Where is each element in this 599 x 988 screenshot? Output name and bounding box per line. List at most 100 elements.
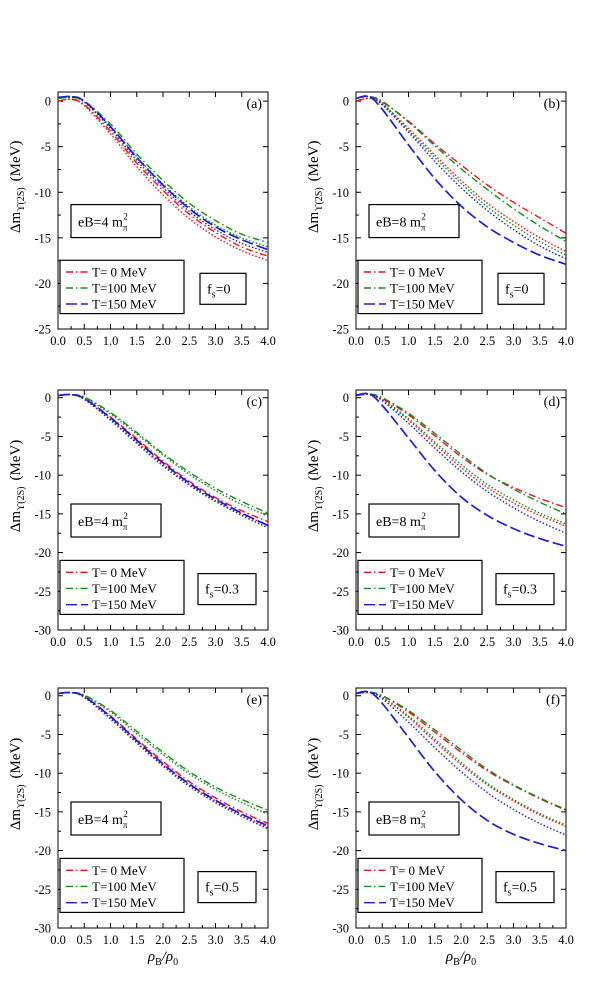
fs-main: f	[207, 282, 212, 297]
eb-text: eB=4 m	[78, 813, 123, 828]
y-tick-label: -20	[34, 277, 51, 291]
chart-panel-2: 0.0 0.5 1.0 1.5 2.0 2.5 3.0 3.5 4.0 0 -5 -10 -15 -20 -…	[8, 389, 276, 649]
legend-label: T=100 MeV	[92, 879, 157, 894]
legend-label: T=150 MeV	[390, 296, 455, 311]
fs-val: =0	[216, 282, 231, 297]
x-tick-label: 4.0	[260, 933, 276, 947]
chart-panel-0: 0.0 0.5 1.0 1.5 2.0 2.5 3.0 3.5 4.0 0 -5 -10 -15 -20 -…	[8, 91, 276, 348]
series-line-red-dotted	[58, 393, 268, 527]
series-line-blue-dotted	[58, 691, 268, 830]
series-line-green-dashdot	[58, 393, 268, 514]
series-line-red-dashdot	[58, 98, 268, 257]
series-line-red-dotted	[356, 97, 566, 253]
legend-box	[59, 559, 185, 616]
x-tick-label: 2.5	[479, 635, 495, 649]
fs-box	[495, 870, 555, 904]
y-axis-label: Δmϒ(2S) (MeV)	[8, 140, 27, 233]
eb-label: eB=8 mπ2	[376, 511, 426, 532]
panel-label: (e)	[246, 693, 262, 708]
legend-label: T=150 MeV	[92, 895, 157, 910]
eb-label: eB=4 mπ2	[78, 212, 128, 233]
x-tick-label: 2.5	[181, 334, 197, 348]
y-tick-label: 0	[343, 391, 349, 405]
x-tick-label: 1.0	[103, 635, 119, 649]
eb-text: eB=8 m	[376, 515, 421, 530]
y-tick-label: -5	[339, 728, 349, 742]
series-line-green-dashdot	[58, 691, 268, 811]
x-tick-label: 2.0	[155, 635, 171, 649]
legend-label: T=100 MeV	[390, 581, 455, 596]
y-axis-label: Δmϒ(2S) (MeV)	[306, 738, 325, 831]
eb-label: eB=8 mπ2	[376, 809, 426, 830]
y-tick-label: 0	[45, 95, 51, 109]
legend-box	[59, 857, 185, 914]
legend-box	[357, 857, 483, 914]
y-tick-label: -10	[34, 186, 51, 200]
y-tick-label: -25	[332, 323, 349, 337]
y-tick-label: -30	[332, 922, 349, 936]
x-tick-label: 0.0	[50, 933, 66, 947]
eb-sup: 2	[421, 511, 426, 521]
x-tick-label: 1.5	[427, 635, 443, 649]
fs-sub: s	[508, 590, 512, 601]
x-tick-label: 1.0	[401, 635, 417, 649]
y-tick-label: -25	[34, 323, 51, 337]
y-label-unit: (MeV)	[306, 140, 322, 181]
eb-label: eB=4 mπ2	[78, 511, 128, 532]
legend-box	[357, 259, 483, 315]
y-axis-label: Δmϒ(2S) (MeV)	[8, 738, 27, 831]
eb-sup: 2	[421, 809, 426, 819]
legend-label: T=150 MeV	[390, 895, 455, 910]
x-tick-label: 3.0	[208, 933, 224, 947]
y-tick-label: -15	[34, 231, 51, 245]
fs-box	[495, 572, 555, 606]
fs-box	[197, 572, 257, 606]
x-tick-label: 2.0	[453, 933, 469, 947]
y-label-main: Δm	[8, 511, 24, 533]
y-axis-label: Δmϒ(2S) (MeV)	[306, 440, 325, 533]
fs-label: fs=0.5	[205, 881, 239, 899]
series-line-green-dotted	[58, 691, 268, 815]
fs-label: fs=0.5	[503, 881, 537, 899]
eb-text: eB=4 m	[78, 216, 123, 231]
legend-label: T= 0 MeV	[92, 265, 148, 280]
x-tick-label: 1.0	[401, 933, 417, 947]
x-tick-label: 1.0	[103, 933, 119, 947]
y-label-unit: (MeV)	[306, 738, 322, 779]
fs-sub: s	[510, 289, 514, 300]
fs-val: =0.5	[512, 881, 537, 896]
x-tick-label: 4.0	[558, 933, 574, 947]
legend-label: T=100 MeV	[390, 280, 455, 295]
x-axis-label: ρB/ρ0	[147, 949, 178, 968]
y-label-unit: (MeV)	[8, 140, 24, 181]
chart-panel-5: 0.0 0.5 1.0 1.5 2.0 2.5 3.0 3.5 4.0 0 -5 -10 -15 -20 -…	[306, 687, 574, 947]
x-axis-label: ρB/ρ0	[445, 949, 476, 968]
y-tick-label: -15	[332, 507, 349, 521]
fs-sub: s	[210, 888, 214, 899]
fs-val: =0.3	[214, 583, 239, 598]
y-tick-label: -25	[34, 585, 51, 599]
fs-label: fs=0.3	[205, 583, 239, 601]
y-label-unit: (MeV)	[8, 440, 24, 481]
x-tick-label: 0.5	[374, 334, 390, 348]
y-label-sub: ϒ(2S)	[314, 187, 325, 211]
eb-sup: 2	[123, 809, 128, 819]
y-label-sub: ϒ(2S)	[16, 487, 27, 511]
x-tick-label: 1.5	[427, 334, 443, 348]
y-tick-label: -5	[41, 728, 51, 742]
chart-panel-4: 0.0 0.5 1.0 1.5 2.0 2.5 3.0 3.5 4.0 0 -5 -10 -15 -20 -…	[8, 687, 276, 947]
y-label-sub: ϒ(2S)	[314, 785, 325, 809]
y-tick-label: -15	[332, 231, 349, 245]
y-tick-label: -20	[34, 844, 51, 858]
x-tick-label: 1.5	[427, 933, 443, 947]
x-label-mid: /ρ	[459, 949, 471, 965]
y-tick-label: -25	[332, 883, 349, 897]
fs-label: fs=0	[207, 282, 230, 300]
panel-label: (b)	[544, 97, 561, 112]
x-tick-label: 3.0	[506, 635, 522, 649]
fs-val: =0	[514, 282, 529, 297]
eb-sub: π	[123, 820, 128, 830]
y-tick-label: -30	[34, 922, 51, 936]
x-tick-label: 1.5	[129, 334, 145, 348]
y-tick-label: -25	[332, 585, 349, 599]
